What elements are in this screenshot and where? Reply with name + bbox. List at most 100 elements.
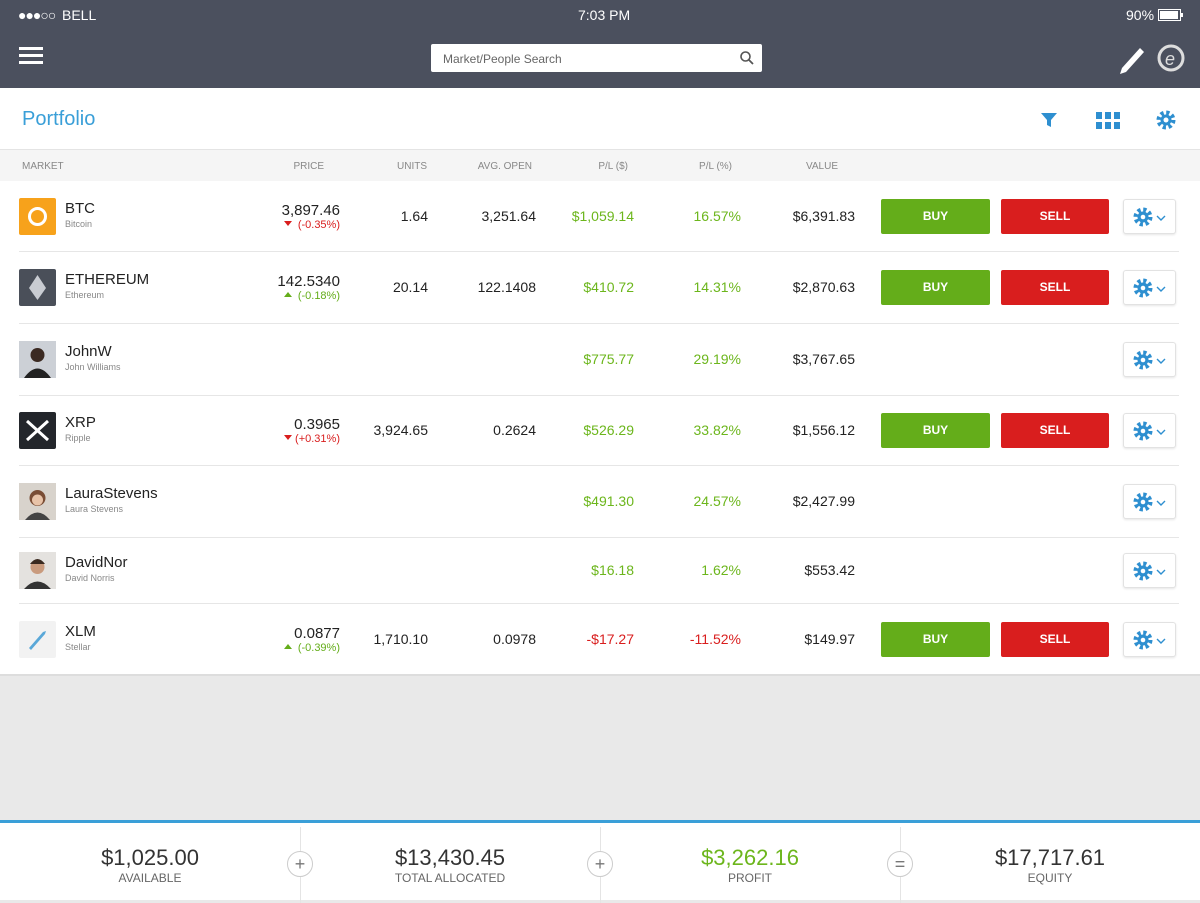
menu-button[interactable] <box>19 46 43 66</box>
market-subtitle: Bitcoin <box>65 219 93 229</box>
market-icon <box>19 552 56 589</box>
sell-button[interactable]: SELL <box>1001 199 1109 234</box>
change-arrow <box>284 292 292 297</box>
pl-pct: 24.57% <box>693 493 741 509</box>
portfolio-row[interactable]: XRP Ripple 0.3965 (+0.31%) 3,924.65 0.2624 $52… <box>0 395 1200 465</box>
units: 3,924.65 <box>373 422 429 438</box>
gear-icon <box>1133 492 1166 512</box>
position-value: $6,391.83 <box>792 208 855 224</box>
pl-usd: $1,059.14 <box>571 208 634 224</box>
market-subtitle: John Williams <box>65 362 121 372</box>
clock: 7:03 PM <box>578 7 631 23</box>
pl-pct: 14.31% <box>693 279 741 295</box>
price-change: (+0.31%) <box>295 433 340 445</box>
column-label: VALUE <box>805 161 838 172</box>
buy-button[interactable]: BUY <box>881 413 990 448</box>
row-settings-button[interactable] <box>1123 553 1176 588</box>
pl-pct: 16.57% <box>693 208 741 224</box>
sell-button[interactable]: SELL <box>1001 413 1109 448</box>
buy-button[interactable]: BUY <box>881 270 990 305</box>
price: 142.5340 <box>277 273 340 290</box>
units: 20.14 <box>392 279 428 295</box>
gear-icon <box>1133 421 1166 441</box>
row-separator <box>19 251 1179 252</box>
change-arrow <box>284 221 292 226</box>
pl-usd: $16.18 <box>591 562 634 578</box>
plus-sign: + <box>587 851 613 877</box>
market-icon <box>19 621 56 658</box>
row-separator <box>19 465 1179 466</box>
row-settings-button[interactable] <box>1123 199 1176 234</box>
signal: ●●●○○ <box>18 7 56 23</box>
page-title: Portfolio <box>22 108 96 130</box>
row-settings-button[interactable] <box>1123 484 1176 519</box>
sell-button[interactable]: SELL <box>1001 622 1109 657</box>
position-value: $2,427.99 <box>792 493 855 509</box>
search-box[interactable]: Market/People Search <box>431 44 762 72</box>
column-label: P/L (%) <box>699 161 732 172</box>
buy-button[interactable]: BUY <box>881 622 990 657</box>
summary-label: TOTAL ALLOCATED <box>394 871 506 885</box>
position-value: $2,870.63 <box>792 279 855 295</box>
row-separator <box>19 603 1179 604</box>
search-icon <box>740 51 754 65</box>
battery-icon <box>1158 9 1183 21</box>
change-arrow <box>284 644 292 649</box>
market-name: BTC <box>65 200 95 217</box>
avg-open: 0.0978 <box>493 631 536 647</box>
market-name: XRP <box>65 414 96 431</box>
market-name: JohnW <box>65 343 112 360</box>
row-settings-button[interactable] <box>1123 413 1176 448</box>
portfolio-row[interactable]: DavidNor David Norris $16.18 1.62% $553.42 <box>0 537 1200 603</box>
gear-icon <box>1133 350 1166 370</box>
pl-pct: 1.62% <box>701 562 741 578</box>
market-name: XLM <box>65 623 96 640</box>
summary-label: PROFIT <box>728 871 772 885</box>
market-icon <box>19 341 56 378</box>
market-name: LauraStevens <box>65 485 158 502</box>
portfolio-row[interactable]: JohnW John Williams $775.77 29.19% $3,767.65 <box>0 323 1200 395</box>
row-settings-button[interactable] <box>1123 342 1176 377</box>
avg-open: 0.2624 <box>493 422 536 438</box>
summary-bar: + + = $1,025.00 AVAILABLE $13,430.45 TOTAL … <box>0 820 1200 903</box>
summary-value: $13,430.45 <box>394 845 506 870</box>
column-label: PRICE <box>293 161 324 172</box>
carrier: BELL <box>62 7 97 23</box>
search-placeholder: Market/People Search <box>443 52 562 66</box>
gear-icon <box>1133 630 1166 650</box>
price: 0.3965 <box>294 416 340 433</box>
filter-button[interactable] <box>1040 112 1058 128</box>
column-label: MARKET <box>22 161 64 172</box>
summary-label: AVAILABLE <box>118 871 182 885</box>
row-separator <box>19 395 1179 396</box>
portfolio-row[interactable]: XLM Stellar 0.0877 (-0.39%) 1,710.10 0.0978 -$… <box>0 603 1200 675</box>
gear-icon <box>1133 561 1166 581</box>
page-header: Portfolio <box>0 88 1200 150</box>
sell-button[interactable]: SELL <box>1001 270 1109 305</box>
avg-open: 122.1408 <box>477 279 536 295</box>
header-icons[interactable]: e <box>1116 42 1186 76</box>
grid-view-button[interactable] <box>1096 112 1120 129</box>
row-settings-button[interactable] <box>1123 622 1176 657</box>
market-icon <box>19 483 56 520</box>
status-bar: ●●●○○ BELL 7:03 PM 90% <box>0 0 1200 30</box>
units: 1,710.10 <box>373 631 429 647</box>
market-subtitle: Laura Stevens <box>65 504 124 514</box>
pl-usd: $491.30 <box>583 493 634 509</box>
battery-level: 90% <box>1126 7 1155 23</box>
portfolio-row[interactable]: ETHEREUM Ethereum 142.5340 (-0.18%) 20.14 122… <box>0 251 1200 323</box>
market-subtitle: Stellar <box>65 642 91 652</box>
buy-button[interactable]: BUY <box>881 199 990 234</box>
pl-usd: $526.29 <box>583 422 634 438</box>
svg-text:e: e <box>1165 49 1175 69</box>
market-subtitle: David Norris <box>65 573 115 583</box>
row-settings-button[interactable] <box>1123 270 1176 305</box>
settings-button[interactable] <box>1156 110 1176 130</box>
column-header: MARKET PRICE UNITS AVG. OPEN P/L ($) P/L (%) V… <box>0 150 1200 181</box>
portfolio-row[interactable]: LauraStevens Laura Stevens $491.30 24.57% $2… <box>0 465 1200 537</box>
price-change: (-0.39%) <box>297 642 340 654</box>
market-icon <box>19 269 56 306</box>
pl-usd: $410.72 <box>583 279 634 295</box>
portfolio-row[interactable]: BTC Bitcoin 3,897.46 (-0.35%) 1.64 3,251.64 $1… <box>0 181 1200 251</box>
price-change: (-0.35%) <box>297 219 340 231</box>
